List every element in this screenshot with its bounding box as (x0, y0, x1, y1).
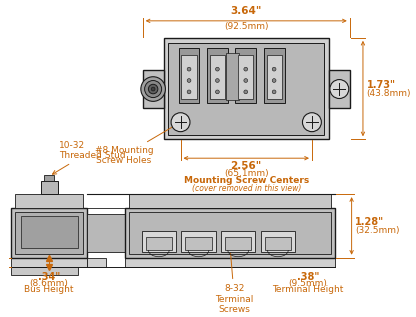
Text: .38": .38" (297, 272, 319, 282)
Bar (143, 70, 163, 108)
Text: .34": .34" (38, 272, 60, 282)
Circle shape (151, 87, 155, 91)
Text: 3.64": 3.64" (230, 6, 262, 16)
Bar (146, 237, 172, 250)
Circle shape (215, 90, 219, 94)
Bar (125, 208, 334, 258)
Text: (43.8mm): (43.8mm) (367, 89, 411, 98)
Circle shape (302, 113, 322, 132)
Circle shape (171, 113, 190, 132)
Circle shape (215, 79, 219, 82)
Bar (11, 208, 87, 258)
Bar (235, 48, 256, 103)
Text: 8-32
Terminal
Screws: 8-32 Terminal Screws (215, 246, 254, 314)
Circle shape (149, 84, 158, 94)
Text: Terminal Height: Terminal Height (272, 285, 344, 294)
Bar (45, 175, 54, 181)
Text: (8.6mm): (8.6mm) (30, 279, 69, 288)
Bar (267, 55, 282, 99)
Text: #8 Mounting
Screw Holes: #8 Mounting Screw Holes (94, 124, 177, 165)
Circle shape (145, 81, 162, 98)
Bar (11, 258, 87, 267)
Circle shape (244, 90, 248, 94)
Circle shape (187, 90, 191, 94)
Bar (87, 258, 106, 267)
Bar (225, 237, 251, 250)
Bar (11, 267, 77, 275)
Bar (129, 194, 331, 208)
Text: (92.5mm): (92.5mm) (224, 22, 268, 31)
Bar (125, 258, 334, 267)
Text: Mounting Screw Centers: Mounting Screw Centers (183, 176, 309, 185)
Bar (129, 212, 331, 254)
Bar (261, 231, 295, 252)
Circle shape (215, 67, 219, 71)
Text: 1.73": 1.73" (367, 80, 396, 90)
Circle shape (330, 80, 349, 99)
Circle shape (187, 79, 191, 82)
Bar (210, 55, 225, 99)
Bar (264, 48, 285, 103)
Circle shape (272, 67, 276, 71)
Text: (cover removed in this view): (cover removed in this view) (191, 184, 301, 193)
Circle shape (187, 67, 191, 71)
Bar (21, 216, 77, 248)
Bar (181, 55, 197, 99)
Circle shape (272, 79, 276, 82)
Circle shape (244, 67, 248, 71)
Bar (178, 48, 199, 103)
Text: Bus Height: Bus Height (25, 285, 74, 294)
Circle shape (244, 79, 248, 82)
Bar (15, 194, 83, 208)
Bar (87, 214, 125, 252)
Circle shape (272, 90, 276, 94)
Text: (9.5mm): (9.5mm) (289, 279, 327, 288)
Bar (15, 212, 83, 254)
Bar (142, 231, 176, 252)
Bar (168, 42, 324, 134)
Bar (41, 181, 58, 194)
Bar (163, 38, 329, 139)
Bar (265, 237, 291, 250)
Bar (329, 70, 350, 108)
Bar (181, 231, 215, 252)
Bar (238, 55, 253, 99)
Bar (207, 48, 228, 103)
Bar (226, 53, 239, 100)
Bar (185, 237, 212, 250)
Text: 1.28": 1.28" (355, 217, 384, 227)
Text: (32.5mm): (32.5mm) (355, 226, 400, 235)
Text: (65.1mm): (65.1mm) (224, 169, 269, 178)
Text: 10-32
Threaded Stud: 10-32 Threaded Stud (52, 141, 125, 174)
Circle shape (141, 77, 166, 101)
Bar (221, 231, 255, 252)
Text: 2.56": 2.56" (230, 161, 262, 171)
